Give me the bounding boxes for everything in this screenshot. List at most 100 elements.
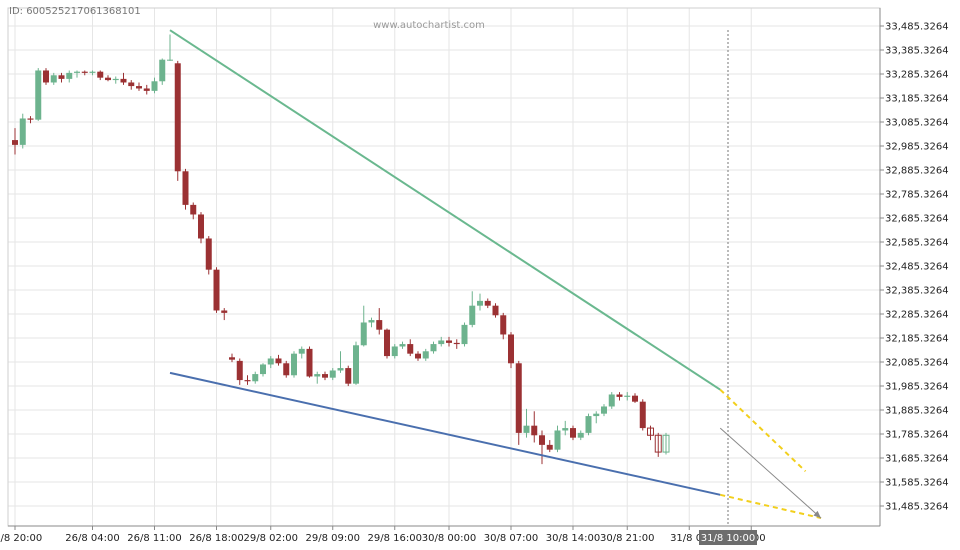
x-tick-label: 26/8 18:00 [189,533,243,544]
candle-bear [306,348,313,377]
candle-bull [523,425,530,433]
candle-bull [19,118,26,145]
candles [12,34,670,465]
candle-bull [167,59,173,61]
x-highlight-box [699,530,757,545]
y-tick-label: 33,385.3264 [885,46,949,57]
candle-bear [229,357,235,360]
y-tick-label: 32,285.3264 [885,310,949,321]
candle-bear [213,269,220,311]
y-tick-label: 32,685.3264 [885,214,949,225]
candle-bull [267,358,274,365]
candle-bull [585,416,592,433]
candle-bear [198,214,204,239]
candle-bull [399,344,406,347]
candle-bull [337,368,344,371]
y-tick-label: 31,485.3264 [885,502,949,513]
candle-bear [81,71,88,73]
candle-bear [205,238,212,270]
candle-bear [221,310,228,313]
x-axis: 25/8 20:00 26/8 04:00 26/8 11:00 26/8 18:00… [0,526,766,545]
y-tick-label: 32,185.3264 [885,334,949,345]
watermark: www.autochartist.com [373,20,485,31]
candle-bear [539,435,545,445]
candle-bear [531,425,538,436]
candle-bull [391,346,398,357]
y-tick-label: 33,285.3264 [885,70,949,81]
candle-bull [112,78,119,81]
candle-bull [554,430,561,450]
candle-bull [422,351,429,359]
candle-bear [174,63,181,172]
forecast-candle [662,434,670,453]
candle-bear [345,368,352,384]
candle-bull [624,395,631,397]
candle-bear [453,342,460,345]
candle-bull [593,413,600,417]
y-tick-label: 32,585.3264 [885,238,949,249]
candle-bull [89,71,96,73]
candle-bull [577,432,584,438]
y-tick-label: 33,085.3264 [885,118,949,129]
y-tick-label: 32,485.3264 [885,262,949,273]
y-tick-label: 31,785.3264 [885,430,949,441]
projection-arrow-head [813,510,821,519]
x-tick-label: 30/8 21:00 [600,533,654,544]
candle-bear [236,360,243,381]
candle-bear [508,334,514,364]
candle-bear [492,305,499,316]
candle-bull [360,322,367,346]
x-tick-label: 30/8 00:00 [422,533,476,544]
candle-bull [35,70,42,120]
candle-bear [515,363,522,433]
candle-bull [461,324,468,345]
candle-bear [275,358,282,364]
candle-bear [500,315,507,335]
candle-bear [407,344,414,354]
candle-bear [283,363,290,376]
resistance-line [169,29,721,391]
candle-bear [376,320,383,330]
candle-bull [469,305,476,325]
candle-bear [12,140,18,145]
projection-line [719,427,822,519]
candle-bull [368,320,375,323]
candle-bear [322,374,328,378]
support-line [169,371,721,496]
candle-bull [601,406,607,414]
x-tick-label: 26/8 11:00 [127,533,181,544]
candle-bear [128,82,135,87]
candle-bull [151,81,158,91]
chart-id: ID: 600525217061368101 [9,6,141,17]
candle-bear [43,70,49,83]
candle-bull [252,374,259,382]
y-tick-label: 32,885.3264 [885,166,949,177]
candle-bear [384,329,390,357]
candle-bull [291,353,297,376]
candle-bull [430,344,437,352]
candle-bull [329,370,336,378]
y-tick-label: 33,485.3264 [885,22,949,33]
y-tick-label: 31,585.3264 [885,478,949,489]
candle-bull [66,72,73,79]
candle-bear [143,88,150,91]
candle-bull [298,348,305,354]
candle-bear [120,78,127,83]
candle-bear [97,71,104,78]
x-highlight-label: 31/8 10:00 [701,533,755,544]
x-tick-label: 25/8 20:00 [0,533,42,544]
resistance-forecast-line [719,388,807,473]
candle-bull [314,374,321,377]
y-tick-label: 32,385.3264 [885,286,949,297]
candle-bull [74,71,80,73]
x-tick-label: 31/8 05 [670,533,708,544]
candle-bull [159,59,166,82]
x-tick-label: 30/8 14:00 [546,533,600,544]
candle-bear [190,204,197,215]
y-tick-label: 32,085.3264 [885,358,949,369]
x-tick-label: 29/8 16:00 [368,533,422,544]
candle-bear [616,394,623,397]
forecast-candle [654,434,662,453]
candle-bear [27,118,34,120]
candle-bull [50,75,57,83]
